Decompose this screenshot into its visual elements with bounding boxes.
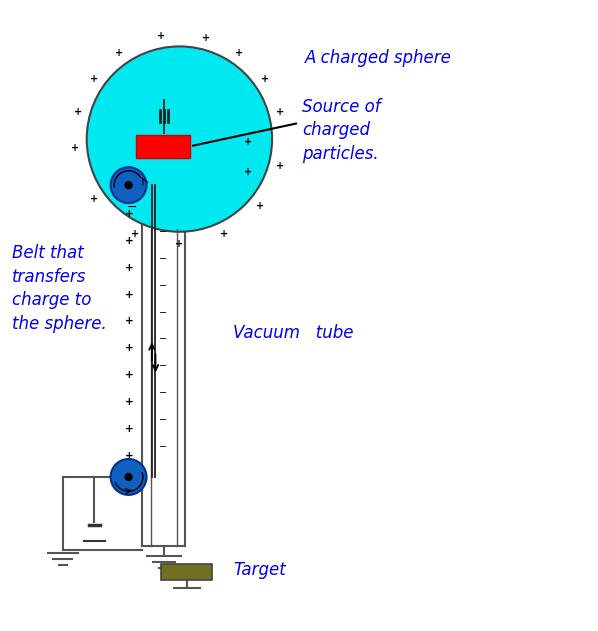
- Text: +: +: [236, 49, 243, 58]
- Text: −: −: [158, 254, 167, 264]
- Text: +: +: [125, 262, 133, 273]
- Text: +: +: [125, 424, 133, 434]
- Text: −: −: [158, 442, 167, 452]
- Text: +: +: [125, 397, 133, 407]
- Text: −: −: [158, 388, 167, 398]
- Text: A charged sphere: A charged sphere: [305, 49, 452, 68]
- Text: +: +: [219, 229, 228, 239]
- Text: +: +: [276, 107, 285, 117]
- Circle shape: [87, 47, 272, 232]
- Circle shape: [124, 181, 133, 189]
- Text: −: −: [158, 307, 167, 317]
- Text: +: +: [202, 33, 210, 43]
- Circle shape: [124, 473, 133, 481]
- Text: +: +: [115, 49, 123, 58]
- Text: +: +: [125, 451, 133, 461]
- Text: +: +: [125, 209, 133, 219]
- Text: +: +: [125, 343, 133, 353]
- Text: +: +: [74, 107, 83, 117]
- Text: +: +: [125, 370, 133, 380]
- Text: Target: Target: [233, 561, 286, 579]
- Text: +: +: [71, 143, 79, 153]
- Text: +: +: [157, 31, 165, 41]
- Text: +: +: [244, 137, 252, 147]
- Text: +: +: [125, 236, 133, 245]
- Text: Source of
charged
particles.: Source of charged particles.: [302, 98, 380, 163]
- Text: +: +: [125, 290, 133, 300]
- Text: +: +: [276, 161, 285, 171]
- Text: −: −: [158, 334, 167, 345]
- Circle shape: [111, 459, 147, 495]
- Text: +: +: [90, 194, 97, 204]
- Bar: [161, 564, 212, 580]
- Text: +: +: [244, 167, 252, 177]
- Text: +: +: [261, 74, 269, 84]
- Text: −: −: [158, 281, 167, 291]
- Text: +: +: [255, 201, 264, 211]
- Circle shape: [111, 167, 147, 203]
- Text: −: −: [126, 201, 137, 215]
- Text: Belt that
transfers
charge to
the sphere.: Belt that transfers charge to the sphere…: [12, 244, 106, 333]
- Text: +: +: [90, 74, 97, 84]
- Text: −: −: [158, 227, 167, 237]
- Text: −: −: [158, 415, 167, 425]
- Text: +: +: [175, 239, 184, 249]
- Text: +: +: [131, 229, 139, 239]
- Text: Vacuum   tube: Vacuum tube: [233, 324, 354, 343]
- Bar: [136, 135, 190, 158]
- Text: −: −: [158, 362, 167, 371]
- Text: +: +: [125, 317, 133, 326]
